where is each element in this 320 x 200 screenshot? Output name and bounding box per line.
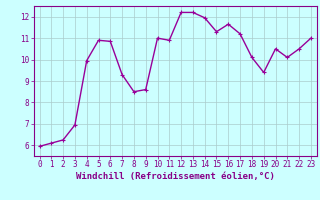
X-axis label: Windchill (Refroidissement éolien,°C): Windchill (Refroidissement éolien,°C) [76, 172, 275, 181]
